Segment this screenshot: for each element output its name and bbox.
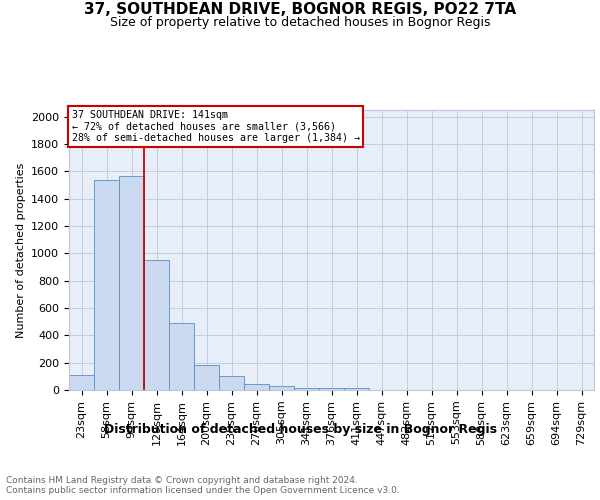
- Text: 37, SOUTHDEAN DRIVE, BOGNOR REGIS, PO22 7TA: 37, SOUTHDEAN DRIVE, BOGNOR REGIS, PO22 …: [84, 2, 516, 18]
- Text: Contains HM Land Registry data © Crown copyright and database right 2024.
Contai: Contains HM Land Registry data © Crown c…: [6, 476, 400, 495]
- Bar: [219, 376, 244, 390]
- Text: Size of property relative to detached houses in Bognor Regis: Size of property relative to detached ho…: [110, 16, 490, 29]
- Bar: [69, 375, 94, 390]
- Bar: [319, 388, 344, 390]
- Bar: [269, 386, 294, 390]
- Bar: [144, 260, 169, 390]
- Text: 37 SOUTHDEAN DRIVE: 141sqm
← 72% of detached houses are smaller (3,566)
28% of s: 37 SOUTHDEAN DRIVE: 141sqm ← 72% of deta…: [71, 110, 359, 143]
- Bar: [244, 384, 269, 390]
- Y-axis label: Number of detached properties: Number of detached properties: [16, 162, 26, 338]
- Bar: [294, 388, 319, 390]
- Bar: [119, 176, 144, 390]
- Bar: [94, 180, 119, 390]
- Bar: [169, 323, 194, 390]
- Bar: [344, 388, 369, 390]
- Text: Distribution of detached houses by size in Bognor Regis: Distribution of detached houses by size …: [104, 422, 497, 436]
- Bar: [194, 364, 219, 390]
